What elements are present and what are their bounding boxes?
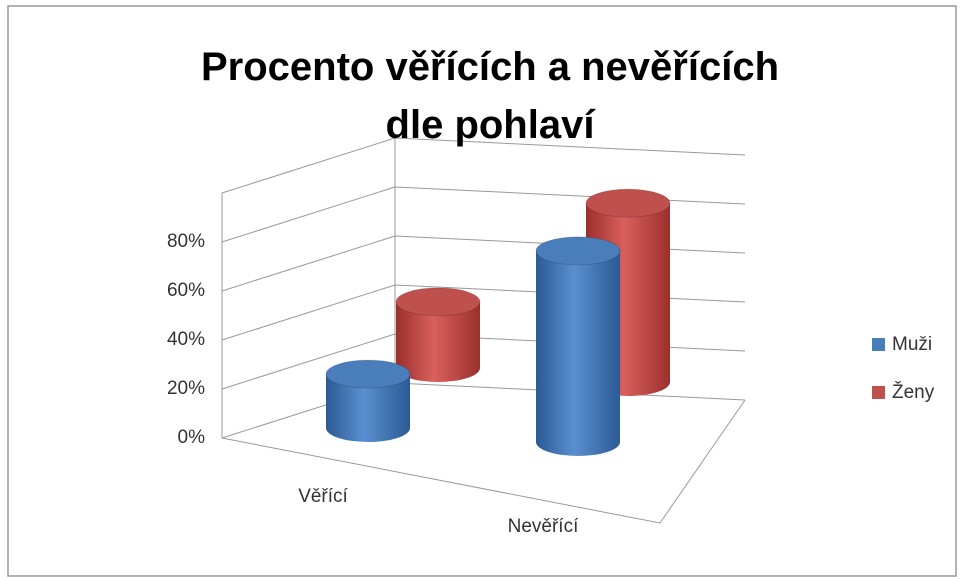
bar bbox=[326, 374, 410, 442]
legend-label: Muži bbox=[892, 334, 932, 355]
floor-edge bbox=[221, 399, 746, 524]
bar-top bbox=[535, 236, 621, 266]
x-tick-label: Věřící bbox=[298, 486, 348, 507]
bar-top bbox=[395, 287, 481, 317]
y-tick-label: 60% bbox=[167, 280, 205, 301]
y-tick-label: 80% bbox=[167, 231, 205, 252]
legend-label: Ženy bbox=[892, 381, 935, 403]
y-tick-label: 0% bbox=[178, 427, 206, 448]
y-tick-label: 20% bbox=[167, 378, 205, 399]
y-tick-label: 40% bbox=[167, 329, 205, 350]
chart-title: Procento věřících a nevěřících dle pohla… bbox=[200, 45, 780, 147]
grid-line bbox=[221, 382, 746, 439]
bar-top bbox=[325, 359, 411, 389]
legend-swatch bbox=[872, 338, 885, 351]
x-tick-label: Nevěřící bbox=[508, 516, 579, 537]
legend-swatch bbox=[872, 386, 885, 399]
bar bbox=[396, 301, 480, 382]
frame bbox=[7, 5, 957, 577]
bar-top bbox=[585, 188, 671, 218]
bar bbox=[536, 250, 620, 456]
